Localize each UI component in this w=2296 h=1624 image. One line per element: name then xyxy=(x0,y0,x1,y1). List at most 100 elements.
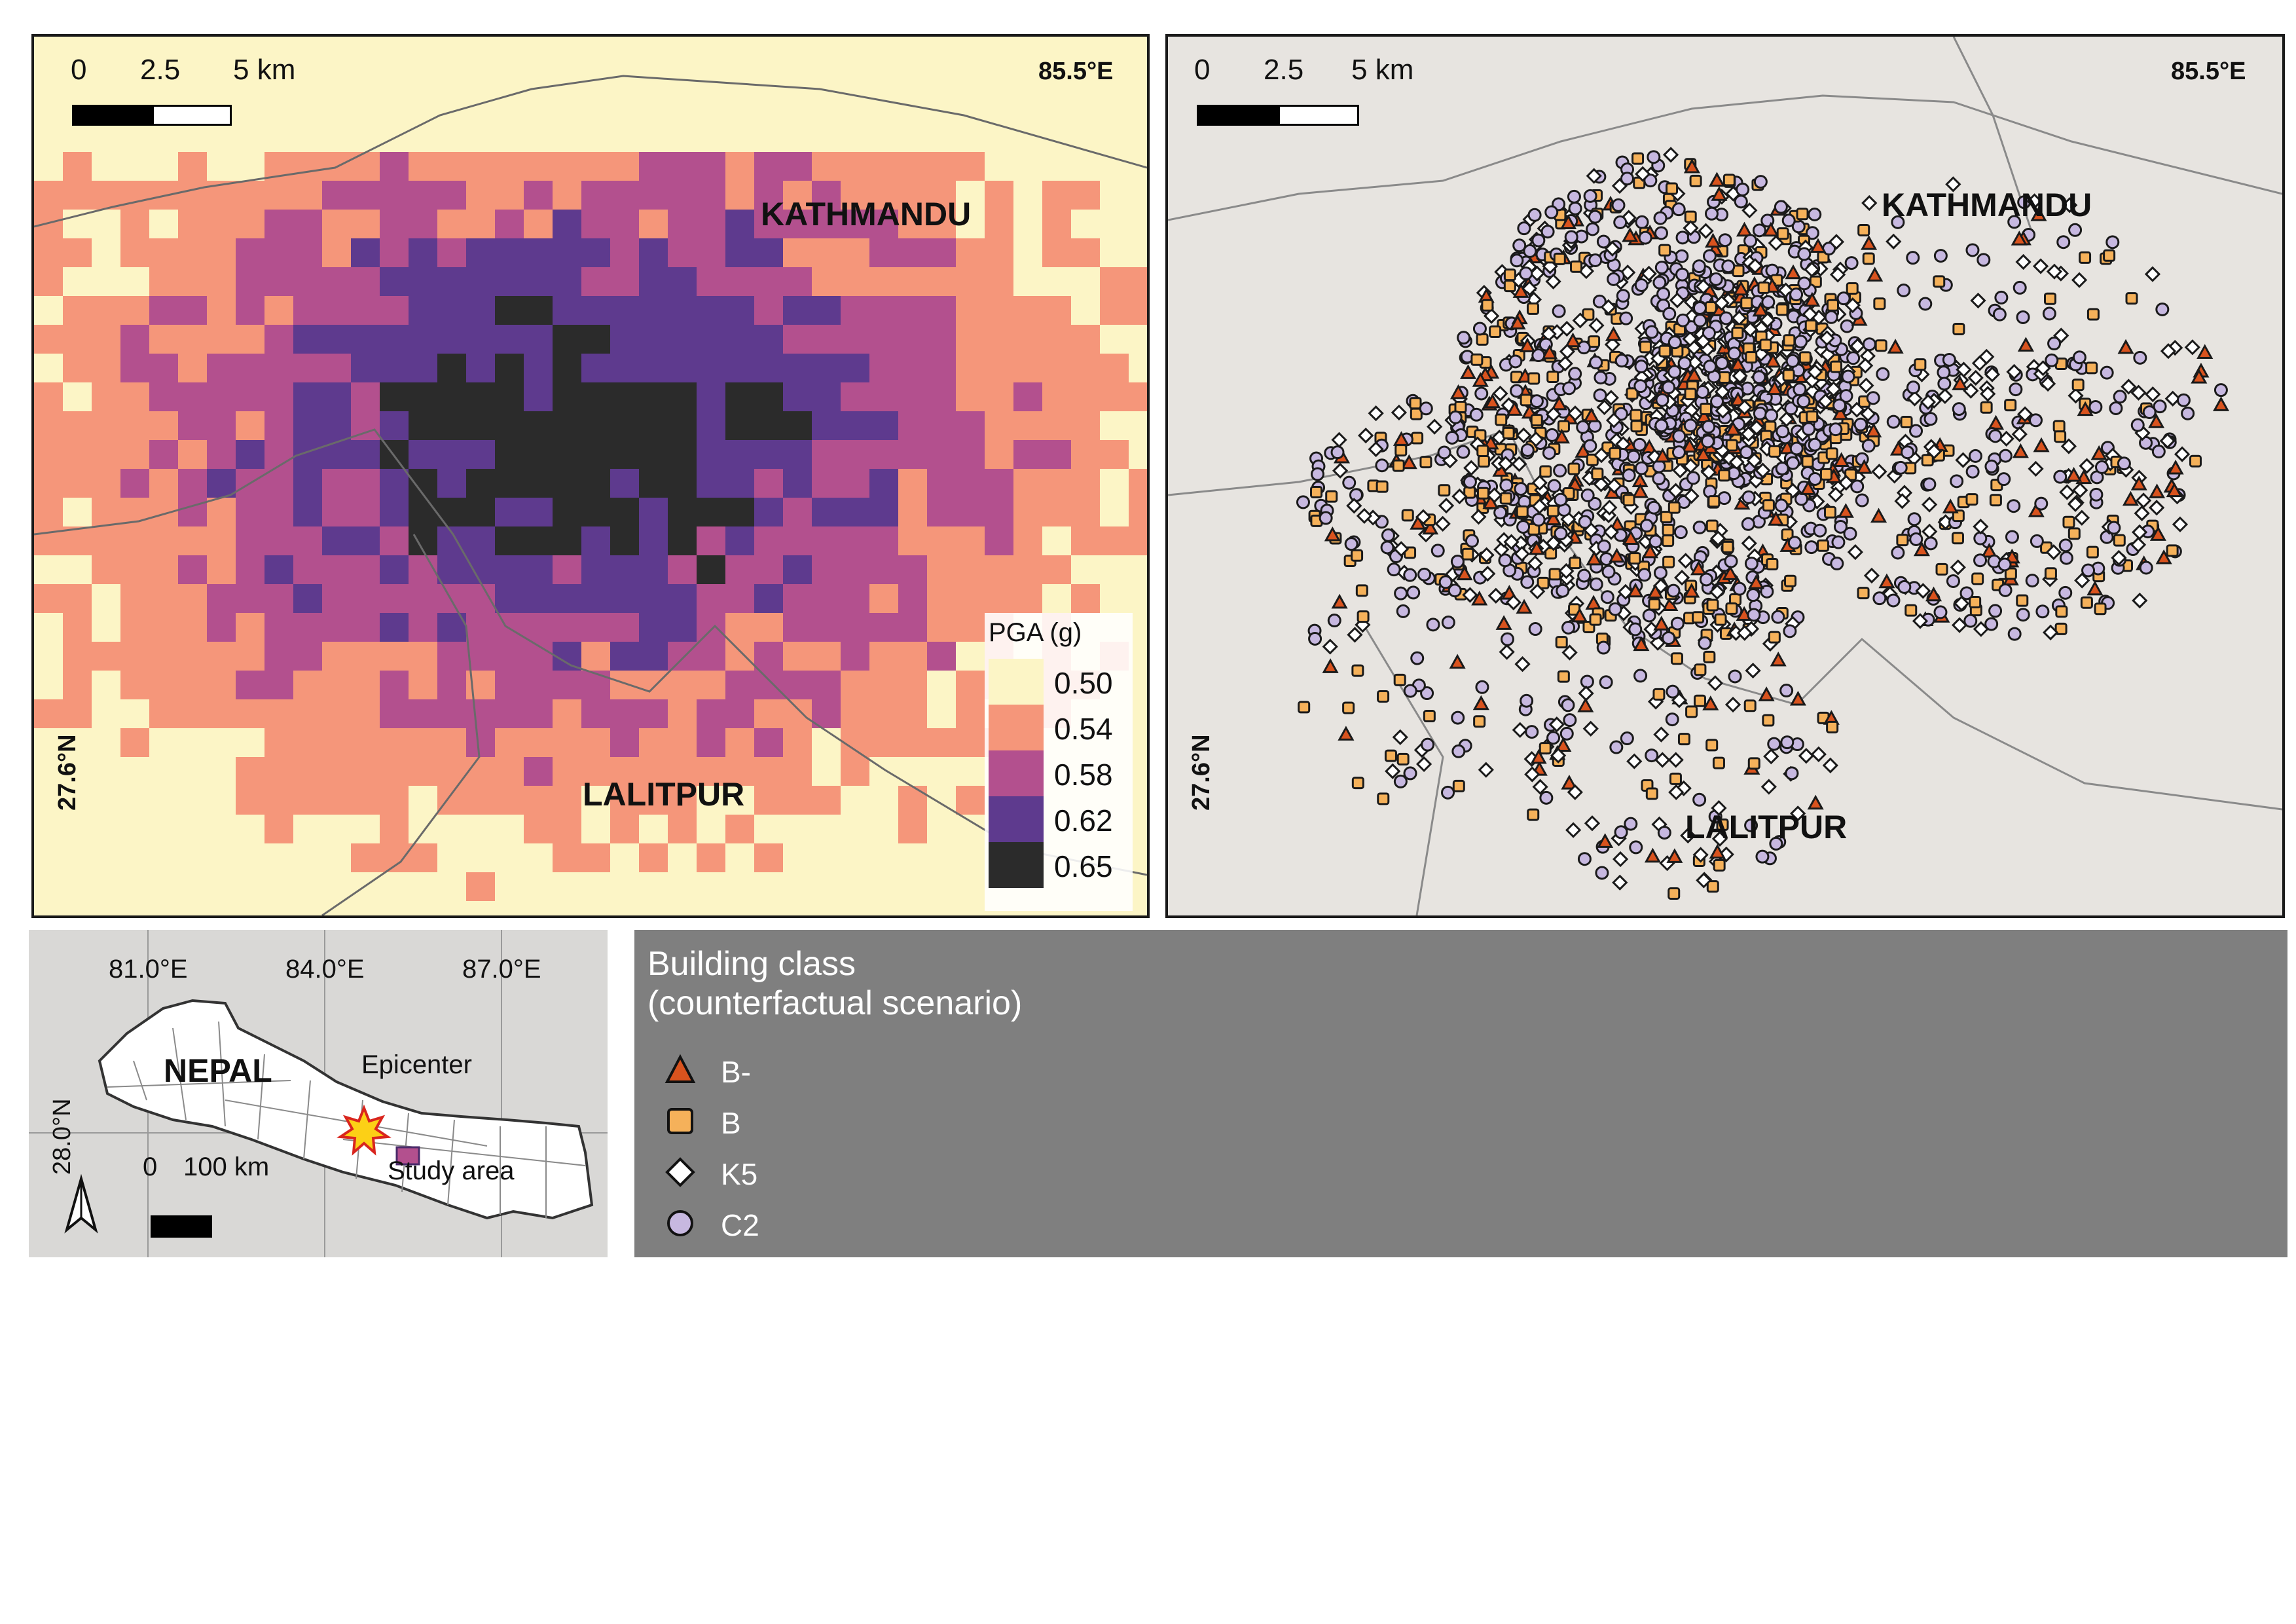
building-point-c2 xyxy=(1698,636,1712,650)
pga-cell xyxy=(495,123,524,152)
pga-cell xyxy=(92,382,120,411)
pga-cell xyxy=(351,786,380,815)
pga-cell xyxy=(1071,469,1100,498)
pga-cell xyxy=(120,671,149,699)
pga-cell xyxy=(581,699,610,728)
pga-cell xyxy=(92,325,120,354)
pga-cell xyxy=(725,37,754,65)
building-point-c2 xyxy=(1508,354,1523,369)
pga-cell xyxy=(812,382,841,411)
pga-cell xyxy=(92,526,120,555)
pga-cell xyxy=(725,325,754,354)
pga-cell xyxy=(236,613,264,642)
pga-cell xyxy=(1013,152,1042,181)
building-point-c2 xyxy=(1310,467,1324,481)
pga-cell xyxy=(293,757,322,786)
pga-cell xyxy=(956,210,985,238)
building-point-b-minus xyxy=(1631,483,1649,498)
building-point-k5 xyxy=(1894,493,1910,509)
building-point-b xyxy=(1658,344,1671,358)
pga-cell xyxy=(783,267,812,296)
building-point-b-minus xyxy=(1870,507,1887,523)
pga-cell xyxy=(581,642,610,671)
pga-cell xyxy=(322,498,351,526)
building-point-c2 xyxy=(1652,471,1666,486)
pga-cell xyxy=(639,123,668,152)
building-point-b xyxy=(1706,880,1719,893)
building-point-b xyxy=(1980,401,1993,414)
building-point-k5 xyxy=(1978,348,1995,365)
pga-cell xyxy=(207,296,236,325)
pga-cell xyxy=(149,267,178,296)
building-point-b xyxy=(1588,335,1601,348)
pga-cell xyxy=(869,440,898,469)
pga-cell xyxy=(63,757,92,786)
pga-cell xyxy=(697,65,725,94)
building-point-k5 xyxy=(1559,343,1576,360)
pga-cell xyxy=(264,411,293,440)
pga-cell xyxy=(380,671,409,699)
pga-cell xyxy=(1071,238,1100,267)
building-point-c2 xyxy=(1683,418,1698,433)
building-point-k5 xyxy=(1516,427,1532,444)
pga-cell xyxy=(956,671,985,699)
pga-cell xyxy=(92,440,120,469)
pga-cell xyxy=(1129,469,1147,498)
pga-cell xyxy=(725,296,754,325)
pga-cell xyxy=(668,728,697,757)
building-point-c2 xyxy=(1797,276,1812,291)
pga-cell xyxy=(956,613,985,642)
pga-cell xyxy=(322,65,351,94)
pga-swatch-062 xyxy=(989,796,1044,842)
building-point-b-minus xyxy=(1832,405,1849,420)
pga-cell xyxy=(34,181,63,210)
pga-cell xyxy=(236,671,264,699)
building-point-k5 xyxy=(1529,265,1545,282)
pga-cell xyxy=(437,728,466,757)
scale-bar-black xyxy=(72,105,152,126)
building-point-b xyxy=(2044,292,2057,305)
building-point-b xyxy=(1782,369,1795,382)
building-point-b-minus xyxy=(1541,344,1558,360)
building-point-b-minus xyxy=(2117,339,2134,354)
building-point-k5 xyxy=(1695,333,1711,350)
pga-cell xyxy=(610,440,639,469)
building-point-k5 xyxy=(2042,624,2059,640)
building-point-k5 xyxy=(1755,462,1771,479)
building-point-c2 xyxy=(1771,610,1785,624)
building-point-b xyxy=(1776,227,1789,240)
pga-cell xyxy=(264,123,293,152)
building-point-k5 xyxy=(1954,595,1970,612)
pga-cell xyxy=(1013,94,1042,123)
building-point-b xyxy=(2113,534,2126,547)
pga-cell xyxy=(322,354,351,382)
pga-cell xyxy=(581,555,610,584)
pga-cell xyxy=(869,267,898,296)
building-point-c2 xyxy=(1430,544,1445,558)
building-point-c2 xyxy=(1872,591,1887,606)
building-point-c2 xyxy=(1512,238,1527,253)
pga-cell xyxy=(293,642,322,671)
building-point-c2 xyxy=(1692,520,1707,534)
pga-cell xyxy=(149,411,178,440)
building-point-k5 xyxy=(1593,476,1609,492)
building-point-c2 xyxy=(1531,233,1546,248)
building-point-c2 xyxy=(2056,235,2071,249)
pga-cell xyxy=(783,642,812,671)
pga-cell xyxy=(553,555,581,584)
building-point-b xyxy=(1548,568,1561,581)
building-point-c2 xyxy=(1937,377,1952,391)
pga-cell xyxy=(841,440,869,469)
pga-cell xyxy=(1129,325,1147,354)
building-point-c2 xyxy=(1829,422,1843,437)
pga-cell xyxy=(1071,555,1100,584)
inset-country-label: NEPAL xyxy=(164,1052,272,1089)
pga-cell xyxy=(264,325,293,354)
pga-cell xyxy=(841,382,869,411)
pga-cell xyxy=(236,325,264,354)
building-point-b xyxy=(2044,567,2057,580)
building-point-b-minus xyxy=(1762,221,1779,237)
pga-cell xyxy=(927,843,956,872)
building-point-k5 xyxy=(2032,258,2049,274)
pga-cell xyxy=(178,872,207,901)
